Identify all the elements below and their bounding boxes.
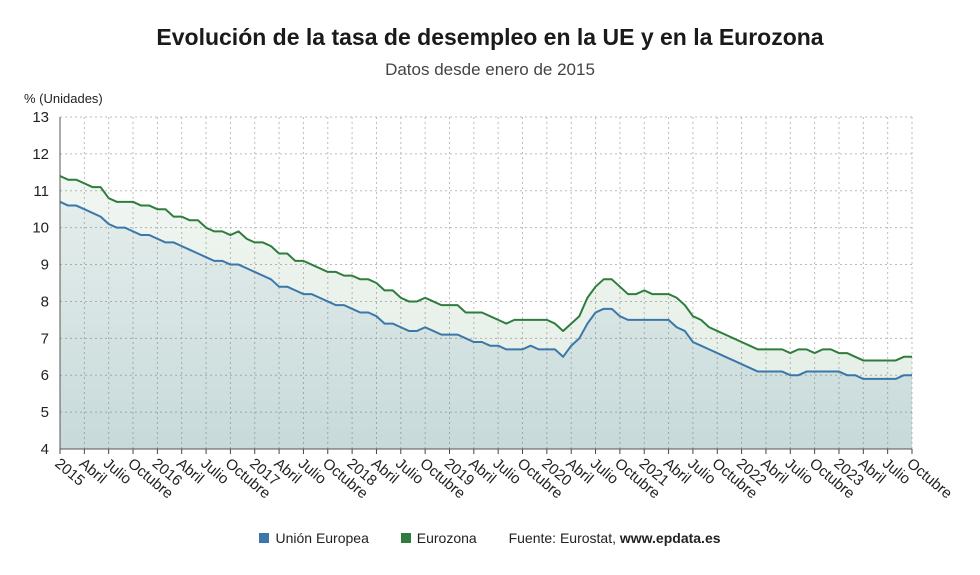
legend-item-eu[interactable]: Unión Europea — [259, 530, 369, 546]
y-tick-label: 10 — [32, 220, 49, 237]
legend: Unión Europea Eurozona Fuente: Eurostat,… — [0, 530, 980, 546]
legend-label-eu: Unión Europea — [275, 530, 369, 546]
line-chart: 456789101112132015AbrilJulioOctubre2016A… — [32, 109, 955, 502]
y-tick-label: 6 — [41, 367, 49, 384]
chart-subtitle: Datos desde enero de 2015 — [385, 60, 595, 79]
legend-swatch-ez — [400, 533, 411, 544]
y-tick-label: 12 — [32, 146, 49, 163]
chart-title: Evolución de la tasa de desempleo en la … — [156, 24, 824, 50]
y-tick-label: 9 — [41, 257, 49, 274]
source-prefix: Fuente: Eurostat, — [508, 530, 616, 546]
y-axis-unit-label: % (Unidades) — [24, 91, 103, 106]
area-fills — [60, 176, 912, 449]
y-tick-label: 7 — [41, 330, 49, 347]
y-tick-label: 8 — [41, 293, 49, 310]
series-line-eurozona[interactable] — [59, 175, 912, 362]
legend-label-ez: Eurozona — [416, 530, 477, 546]
y-tick-label: 13 — [32, 109, 49, 126]
x-tick-label: Octubre — [903, 455, 955, 502]
legend-item-ez[interactable]: Eurozona — [400, 530, 477, 546]
legend-swatch-eu — [259, 533, 270, 544]
y-tick-label: 4 — [41, 441, 49, 458]
source-credit: Fuente: Eurostat, www.epdata.es — [509, 530, 721, 546]
y-tick-label: 11 — [33, 183, 49, 200]
source-site: www.epdata.es — [619, 530, 721, 546]
y-tick-label: 5 — [41, 404, 49, 421]
series-line-union-europea[interactable] — [59, 200, 912, 380]
series-lines — [59, 175, 912, 380]
area-union-europea — [60, 201, 912, 449]
